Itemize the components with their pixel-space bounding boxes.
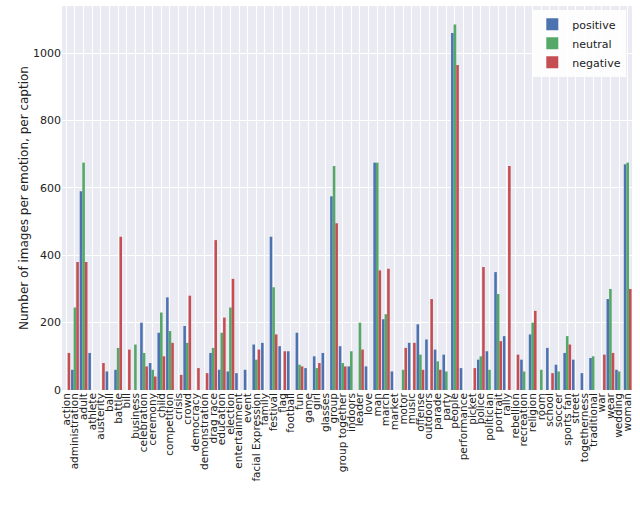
svg-text:march: march bbox=[379, 393, 391, 426]
svg-text:child: child bbox=[155, 393, 167, 418]
svg-text:crowd: crowd bbox=[181, 393, 193, 425]
svg-text:togetherness: togetherness bbox=[578, 393, 590, 462]
svg-text:police: police bbox=[474, 393, 486, 424]
svg-text:recreation: recreation bbox=[517, 393, 529, 446]
svg-text:parade: parade bbox=[431, 393, 443, 430]
svg-text:leader: leader bbox=[353, 392, 365, 426]
svg-text:performance: performance bbox=[457, 393, 469, 460]
svg-text:athlete: athlete bbox=[86, 393, 98, 430]
svg-text:love: love bbox=[362, 393, 374, 415]
svg-text:crisis: crisis bbox=[172, 393, 184, 420]
svg-text:picket: picket bbox=[466, 393, 478, 425]
svg-text:woman: woman bbox=[621, 393, 633, 431]
svg-text:portrait: portrait bbox=[492, 393, 504, 432]
svg-text:rally: rally bbox=[500, 393, 512, 416]
svg-text:indoors: indoors bbox=[345, 393, 357, 432]
svg-text:soccer: soccer bbox=[552, 392, 564, 427]
svg-text:festival: festival bbox=[267, 393, 279, 431]
svg-text:street: street bbox=[569, 393, 581, 424]
svg-text:business: business bbox=[129, 393, 141, 439]
svg-text:event: event bbox=[241, 393, 253, 423]
svg-text:competition: competition bbox=[163, 393, 175, 456]
svg-text:game: game bbox=[302, 393, 314, 423]
svg-text:war: war bbox=[595, 392, 607, 412]
svg-text:facial Expression: facial Expression bbox=[250, 393, 262, 482]
svg-text:wear: wear bbox=[604, 392, 616, 418]
svg-text:group together: group together bbox=[336, 392, 348, 472]
svg-text:rebellion: rebellion bbox=[509, 393, 521, 439]
svg-text:education: education bbox=[215, 393, 227, 445]
svg-text:glasses: glasses bbox=[319, 393, 331, 432]
svg-text:1000: 1000 bbox=[33, 47, 61, 60]
svg-text:offense: offense bbox=[414, 393, 426, 432]
svg-text:man: man bbox=[371, 393, 383, 416]
svg-text:negative: negative bbox=[572, 57, 620, 70]
svg-text:school: school bbox=[543, 393, 555, 427]
svg-text:ceremony: ceremony bbox=[146, 393, 158, 445]
svg-text:celebration: celebration bbox=[137, 393, 149, 452]
svg-text:800: 800 bbox=[40, 114, 61, 127]
svg-text:action: action bbox=[60, 393, 72, 425]
svg-text:politician: politician bbox=[483, 393, 495, 441]
svg-text:positive: positive bbox=[572, 19, 615, 32]
svg-text:demonstration: demonstration bbox=[198, 393, 210, 470]
svg-text:200: 200 bbox=[40, 316, 61, 329]
svg-text:ball: ball bbox=[103, 393, 115, 412]
svg-text:adult: adult bbox=[77, 393, 89, 420]
svg-text:outdoors: outdoors bbox=[422, 393, 434, 440]
svg-text:wedding: wedding bbox=[612, 393, 624, 438]
svg-text:group: group bbox=[327, 393, 339, 424]
svg-text:fun: fun bbox=[293, 393, 305, 410]
svg-text:football: football bbox=[284, 393, 296, 433]
svg-text:market: market bbox=[388, 393, 400, 430]
svg-text:sports fan: sports fan bbox=[561, 393, 573, 446]
svg-text:traditional: traditional bbox=[587, 393, 599, 447]
svg-text:administration: administration bbox=[68, 393, 80, 469]
svg-text:election: election bbox=[224, 393, 236, 435]
svg-text:drag race: drag race bbox=[207, 393, 219, 443]
svg-text:democracy: democracy bbox=[189, 393, 201, 451]
svg-text:party: party bbox=[440, 393, 452, 421]
svg-text:music: music bbox=[405, 393, 417, 424]
svg-text:austerity: austerity bbox=[94, 393, 106, 440]
svg-text:battle: battle bbox=[112, 393, 124, 424]
svg-text:Number of images per emotion,: Number of images per emotion, per captio… bbox=[17, 66, 31, 330]
svg-text:room: room bbox=[535, 393, 547, 420]
svg-text:people: people bbox=[448, 393, 460, 429]
svg-text:bill: bill bbox=[120, 393, 132, 408]
svg-text:girl: girl bbox=[310, 393, 322, 410]
svg-text:600: 600 bbox=[40, 182, 61, 195]
svg-text:0: 0 bbox=[54, 384, 61, 397]
svg-text:religion: religion bbox=[526, 393, 538, 432]
svg-text:entertainment: entertainment bbox=[232, 393, 244, 469]
svg-text:family: family bbox=[258, 393, 270, 425]
svg-text:neutral: neutral bbox=[572, 38, 611, 51]
svg-text:motor: motor bbox=[397, 392, 409, 424]
svg-text:flag: flag bbox=[276, 393, 288, 413]
svg-text:400: 400 bbox=[40, 249, 61, 262]
